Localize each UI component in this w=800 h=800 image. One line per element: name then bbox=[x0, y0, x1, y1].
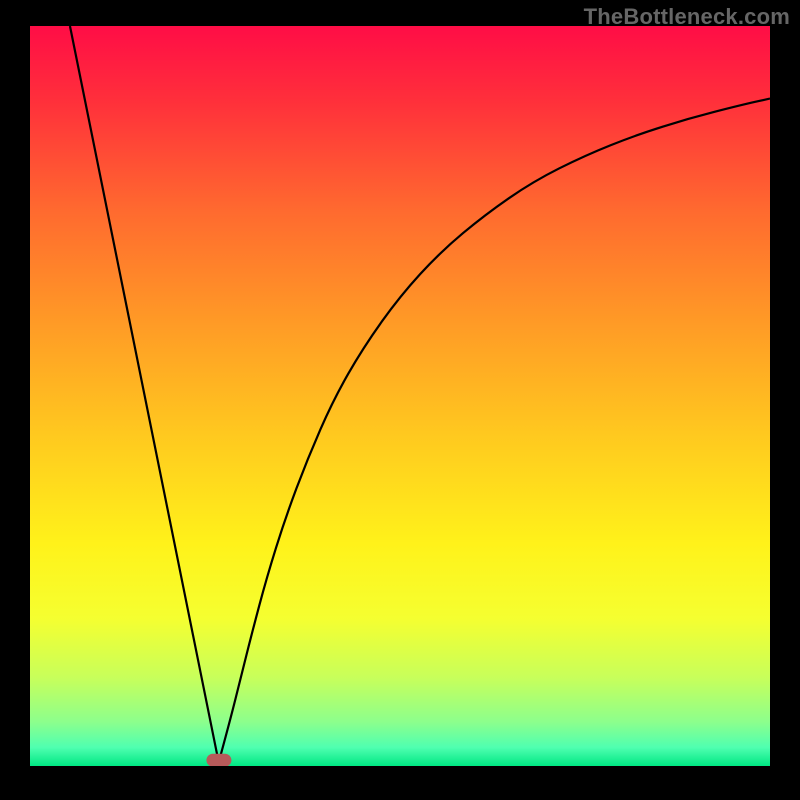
minimum-marker bbox=[206, 754, 231, 766]
bottleneck-chart bbox=[30, 26, 770, 766]
curve-path bbox=[70, 26, 770, 762]
watermark-text: TheBottleneck.com bbox=[584, 4, 790, 30]
bottleneck-curve bbox=[30, 26, 770, 766]
